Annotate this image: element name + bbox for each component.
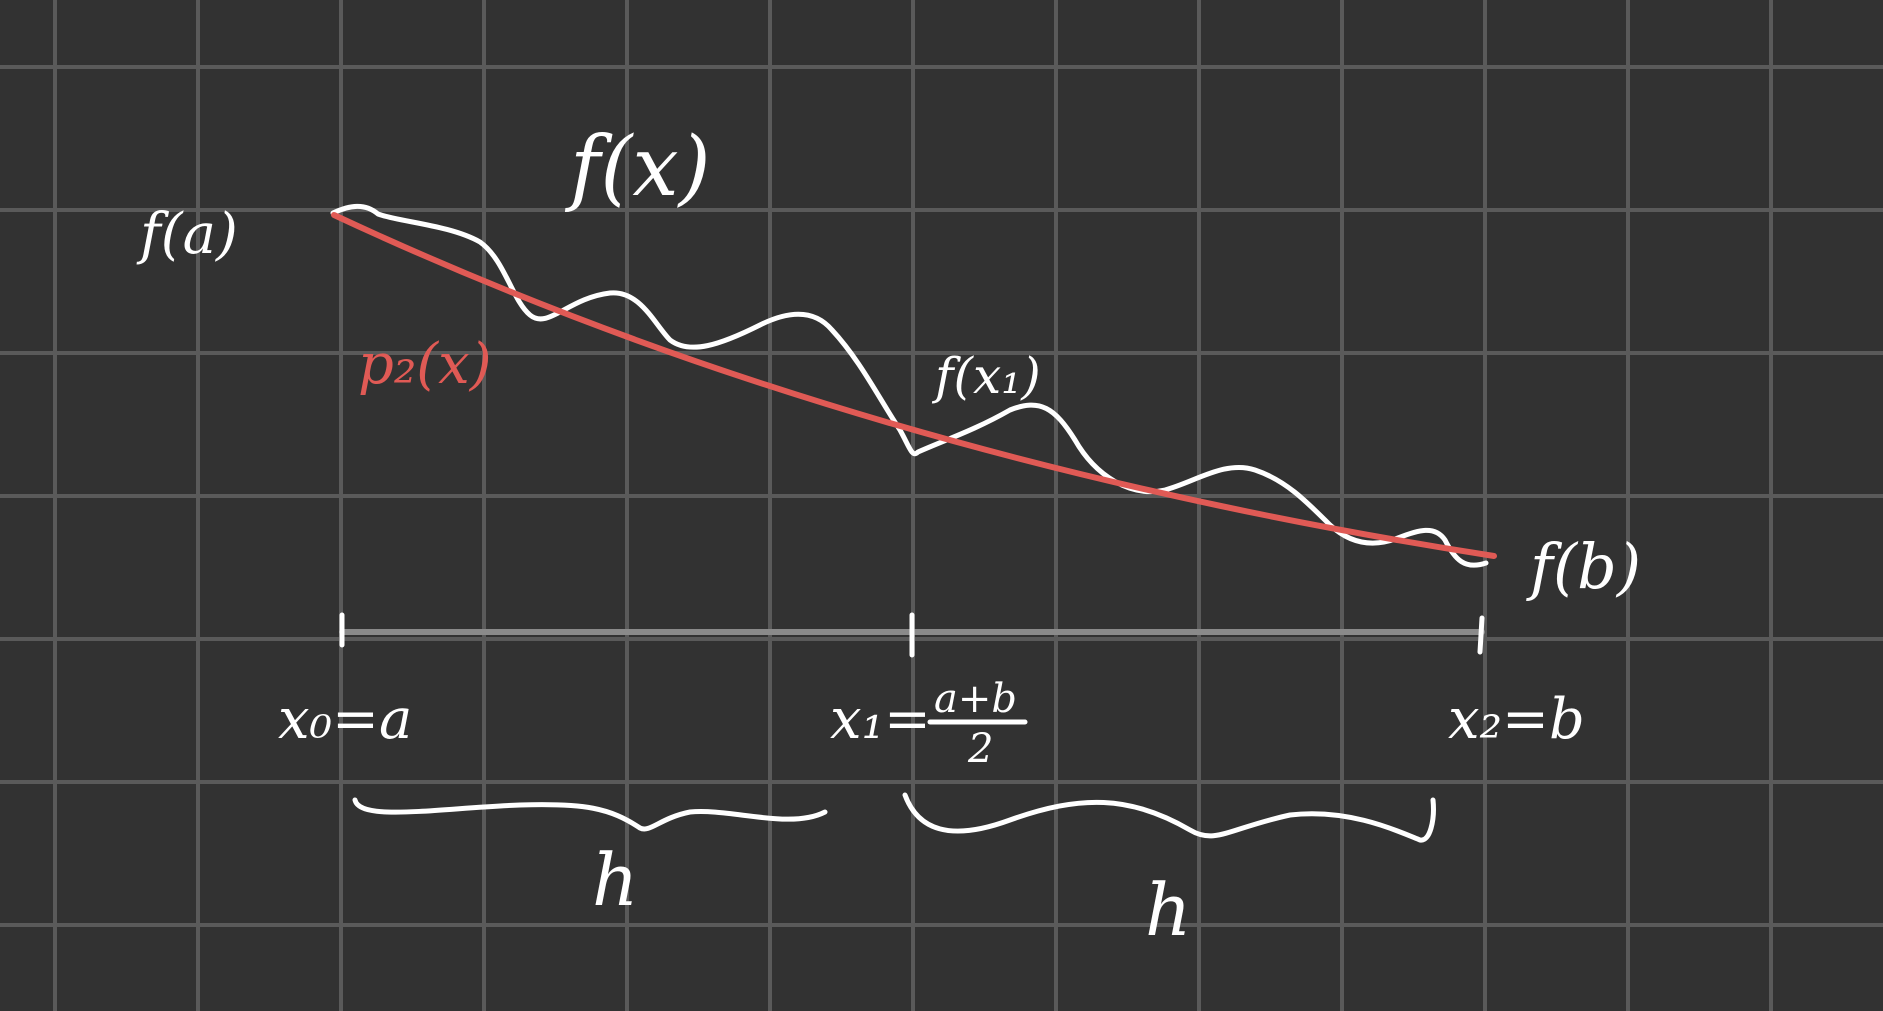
x0-label: x₀=a	[278, 687, 412, 752]
f-b-label: f(b)	[1526, 530, 1641, 603]
function-label: f(x)	[564, 120, 711, 215]
h-right-label: h	[1145, 868, 1191, 952]
polynomial-curve	[331, 212, 1497, 559]
function-curve	[330, 203, 1489, 568]
h-left-label: h	[592, 838, 638, 922]
f-x1-label: f(x₁)	[931, 347, 1041, 405]
polynomial-label: p₂(x)	[358, 332, 492, 397]
f-a-label: f(a)	[136, 202, 238, 267]
x2-label: x₂=b	[1448, 687, 1585, 752]
x1-denominator: 2	[967, 726, 993, 772]
brace-right	[902, 792, 1436, 843]
x1-numerator: a+b	[934, 676, 1017, 722]
x1-label: x₁=	[830, 687, 931, 752]
tick-x2	[1477, 615, 1485, 655]
brace-left	[352, 797, 828, 832]
